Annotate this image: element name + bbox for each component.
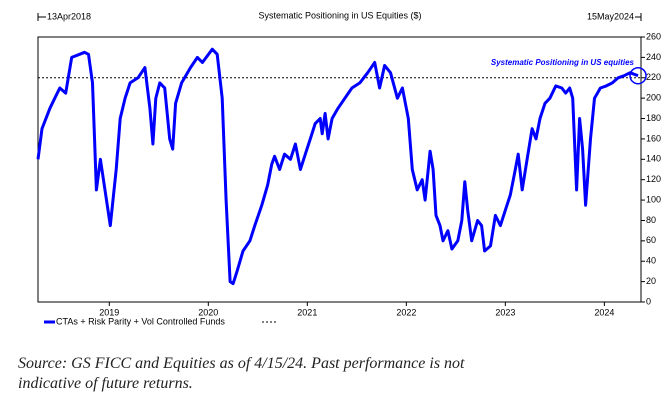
- y-tick-label: 60: [646, 235, 656, 245]
- end-label: 15May2024: [587, 11, 634, 21]
- y-tick-label: 160: [646, 133, 661, 143]
- start-label: 13Apr2018: [47, 11, 91, 21]
- y-tick-label: 200: [646, 93, 661, 103]
- legend-label: CTAs + Risk Parity + Vol Controlled Fund…: [56, 316, 225, 326]
- y-tick-label: 20: [646, 276, 656, 286]
- y-tick-label: 80: [646, 215, 656, 225]
- y-tick-label: 100: [646, 194, 661, 204]
- x-tick-label: 2022: [396, 307, 416, 317]
- y-tick-label: 180: [646, 113, 661, 123]
- y-tick-label: 240: [646, 52, 661, 62]
- x-tick-label: 2023: [495, 307, 515, 317]
- y-tick-label: 120: [646, 174, 661, 184]
- x-tick-label: 2021: [297, 307, 317, 317]
- y-tick-label: 40: [646, 256, 656, 266]
- x-tick-label: 2024: [594, 307, 614, 317]
- y-tick-label: 140: [646, 154, 661, 164]
- y-tick-label: 260: [646, 31, 661, 41]
- annotation: Systematic Positioning in US equities: [491, 58, 635, 67]
- end-marker: [629, 66, 647, 85]
- y-tick-label: 220: [646, 72, 661, 82]
- x-tick-label: 2019: [99, 307, 119, 317]
- line-series: [36, 47, 639, 286]
- y-tick-label: 0: [646, 296, 651, 306]
- source-note: Source: GS FICC and Equities as of 4/15/…: [18, 355, 465, 392]
- x-tick-label: 2020: [198, 307, 218, 317]
- plot-frame: [37, 36, 642, 303]
- chart-title: Systematic Positioning in US Equities ($…: [258, 10, 421, 20]
